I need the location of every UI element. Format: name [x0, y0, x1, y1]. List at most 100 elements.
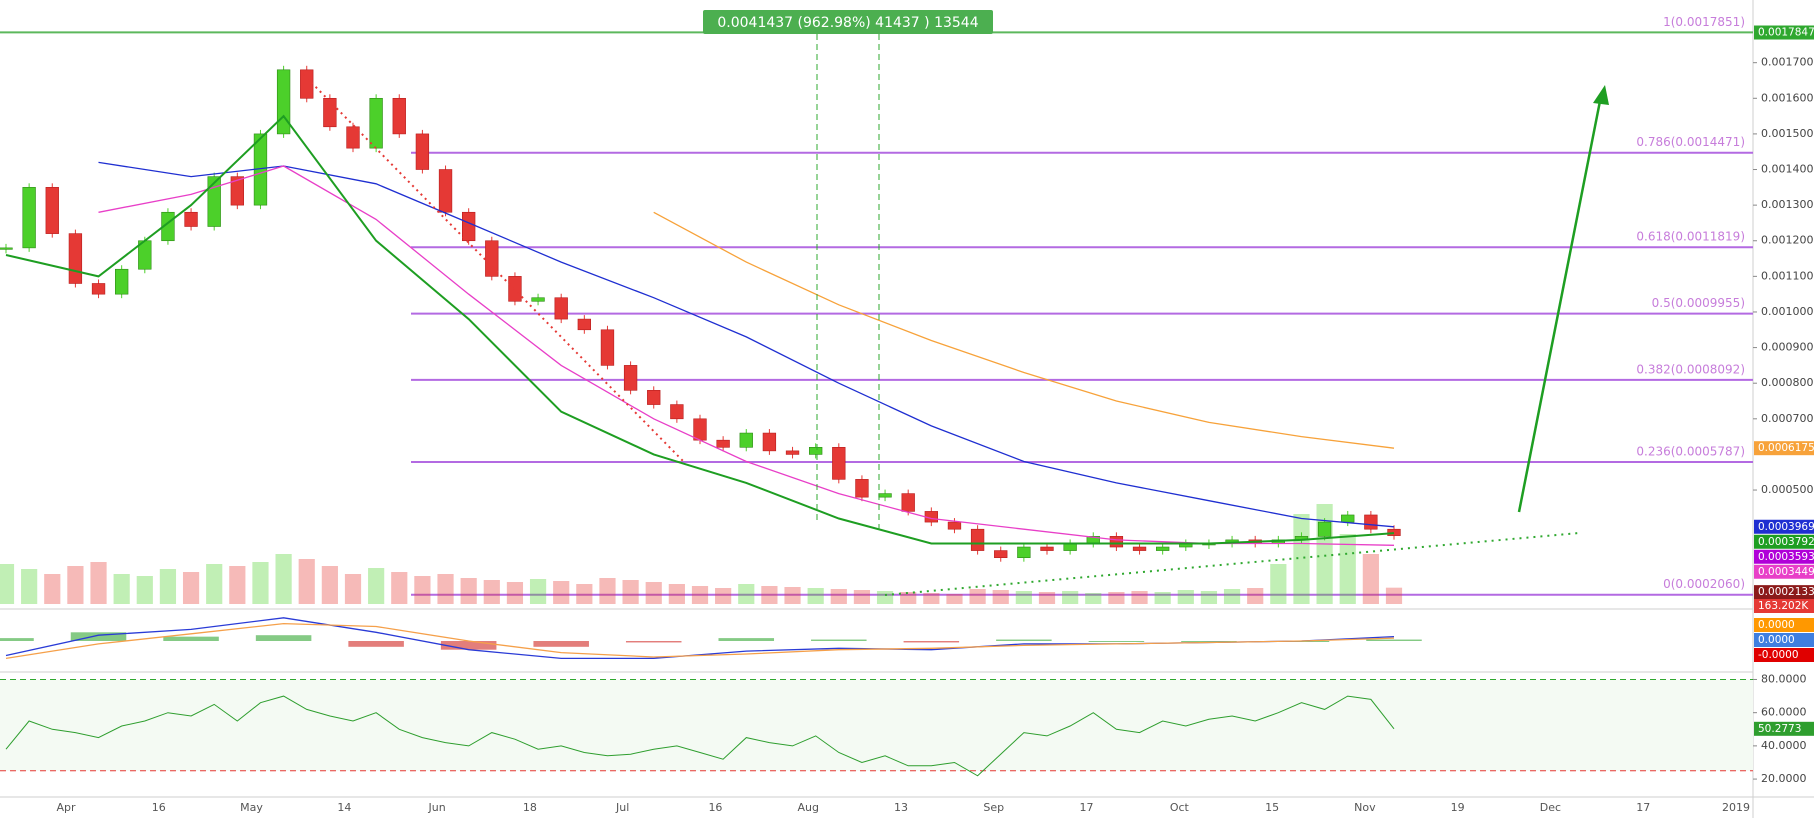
candle	[1341, 514, 1355, 523]
fib-label: 1(0.0017851)	[1663, 15, 1745, 29]
fib-label: 0.618(0.0011819)	[1636, 230, 1745, 244]
candle	[670, 404, 684, 420]
candle	[693, 418, 707, 441]
volume-bar	[1154, 592, 1171, 604]
volume-bar	[321, 566, 338, 604]
price-badge	[1754, 25, 1814, 40]
x-tick-label: Apr	[56, 801, 76, 814]
volume-bar	[529, 579, 547, 604]
macd-histogram-bar	[1088, 641, 1145, 642]
candle	[947, 521, 962, 530]
candle	[1017, 546, 1031, 559]
volume-bar	[113, 574, 130, 604]
volume-bar	[668, 584, 685, 604]
macd-histogram-bar	[903, 641, 960, 643]
price-badge-label: 0.0002133	[1758, 586, 1814, 598]
volume-bar	[1177, 590, 1194, 604]
volume-bar	[691, 586, 709, 604]
candle	[45, 187, 59, 234]
macd-badge-label: 0.0000	[1758, 634, 1795, 646]
rsi-tick-label: 80.0000	[1761, 672, 1807, 685]
volume-bar	[1038, 592, 1056, 604]
macd-badge-label: -0.0000	[1758, 649, 1799, 661]
volume-bar	[229, 566, 246, 604]
signal-line	[5, 622, 1395, 660]
candle	[994, 550, 1008, 559]
volume-bar	[923, 593, 940, 604]
price-badge	[1754, 519, 1814, 534]
candle	[115, 268, 129, 295]
volume-bar	[391, 572, 408, 604]
candle	[485, 240, 499, 277]
measure-box	[703, 10, 993, 34]
macd-histogram-bar	[533, 641, 589, 647]
measure-label: 0.0041437 (962.98%) 41437 ) 13544	[717, 15, 978, 31]
candle	[832, 447, 846, 480]
candle	[531, 297, 545, 302]
fib-label: 0.5(0.0009955)	[1652, 296, 1745, 310]
fib-label: 0.236(0.0005787)	[1636, 445, 1745, 459]
candle	[1109, 536, 1124, 548]
candle	[878, 493, 892, 498]
candle	[207, 176, 221, 227]
candle	[415, 133, 430, 170]
macd-histogram-bar	[0, 638, 34, 641]
candle	[1317, 521, 1332, 537]
candle	[438, 169, 453, 213]
volume-bar	[1085, 593, 1102, 604]
candle	[809, 447, 823, 455]
candle	[369, 97, 383, 149]
price-badge-label: 0.0003792	[1758, 536, 1814, 548]
volume-badge	[1754, 599, 1814, 613]
x-tick-label: 16	[152, 801, 166, 814]
volume-bar	[969, 589, 986, 604]
candle	[323, 97, 337, 128]
candle	[346, 126, 360, 149]
candle	[855, 479, 869, 498]
volume-bar	[414, 576, 431, 604]
candle	[739, 432, 753, 448]
rsi-tick-label: 40.0000	[1761, 739, 1807, 752]
volume-bar	[900, 592, 917, 604]
price-badge-label: 0.0003593	[1758, 551, 1814, 563]
x-tick-label: Dec	[1540, 801, 1561, 814]
target-arrow-head	[1593, 85, 1609, 105]
moving-average	[653, 211, 1395, 449]
volume-bar	[738, 584, 755, 604]
price-badge-label: 0.0003449	[1758, 566, 1814, 578]
macd-histogram-bar	[718, 638, 775, 641]
rsi-line	[5, 695, 1395, 777]
volume-bar	[460, 578, 477, 604]
moving-average	[98, 165, 1395, 546]
trend-line	[302, 73, 684, 462]
price-badge-label: 0.0006175	[1758, 442, 1814, 454]
volume-bar	[992, 590, 1009, 604]
macd-histogram-bar	[1181, 641, 1237, 642]
rsi-tick-label: 60.0000	[1761, 706, 1807, 719]
volume-bar	[206, 564, 223, 604]
x-tick-label: 17	[1636, 801, 1650, 814]
volume-bar	[622, 580, 639, 604]
candle	[785, 450, 800, 455]
x-tick-label: 14	[337, 801, 351, 814]
fib-label: 0.382(0.0008092)	[1636, 362, 1745, 376]
candle	[1063, 543, 1077, 551]
macd-badge-label: 0.0000	[1758, 619, 1795, 631]
candle	[300, 69, 314, 99]
volume-badge-label: 163.202K	[1758, 600, 1809, 612]
price-badge	[1754, 585, 1814, 600]
volume-bar	[1339, 534, 1356, 604]
candle	[762, 432, 777, 452]
x-tick-label: 17	[1080, 801, 1094, 814]
volume-bar	[368, 568, 385, 604]
volume-bar	[344, 574, 362, 604]
volume-bar	[1385, 587, 1403, 604]
